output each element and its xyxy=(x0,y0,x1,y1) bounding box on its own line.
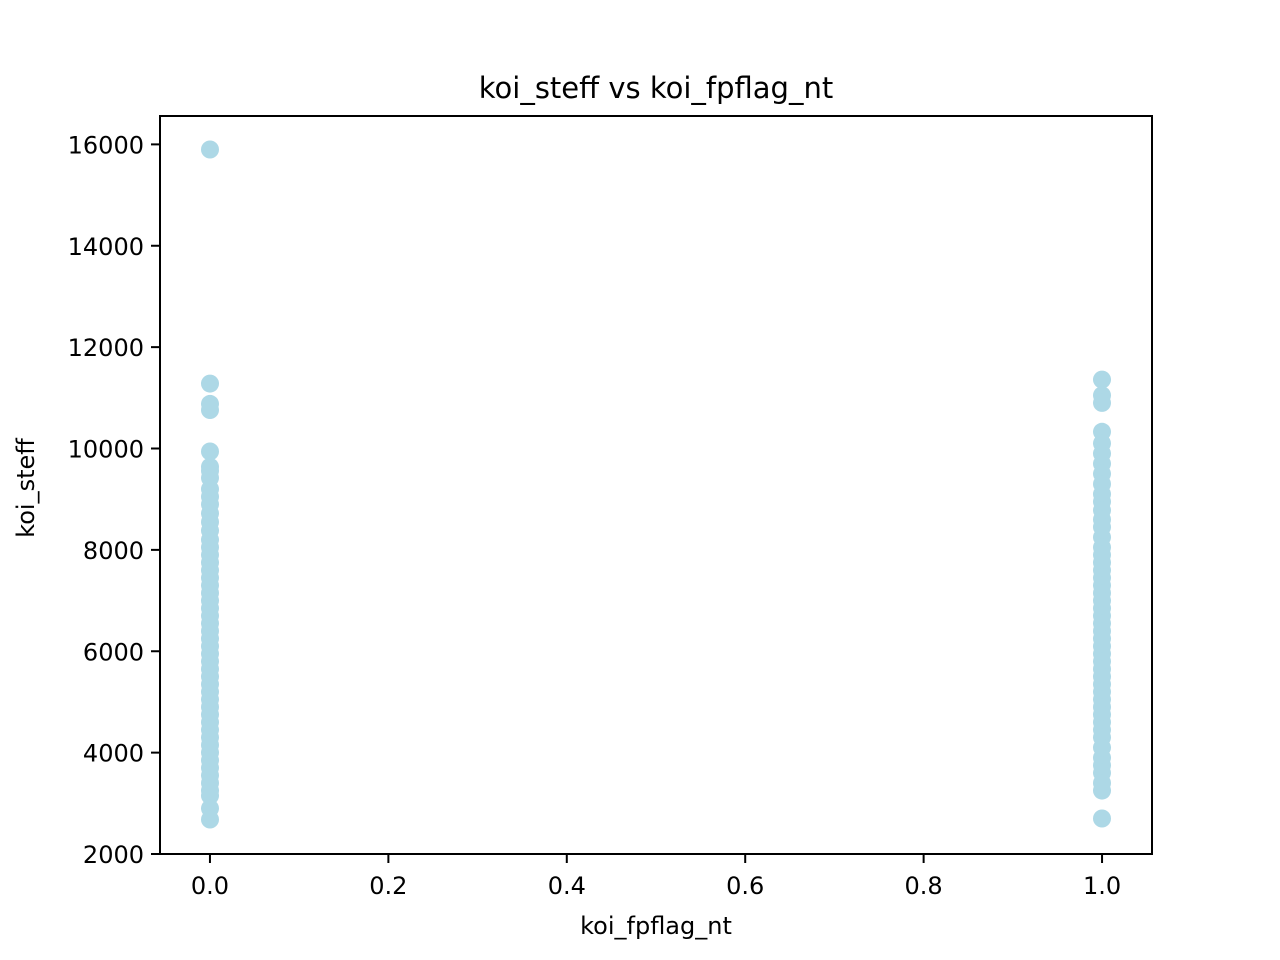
y-tick-label: 4000 xyxy=(83,740,144,768)
data-point xyxy=(201,810,219,829)
x-axis: 0.0 0.2 0.4 0.6 0.8 1.0 xyxy=(191,854,1121,900)
data-point xyxy=(201,786,219,805)
plot-frame xyxy=(159,115,1153,855)
data-point xyxy=(1093,393,1111,412)
data-point xyxy=(1093,809,1111,828)
y-tick-label: 12000 xyxy=(68,334,144,362)
x-tick-label: 0.6 xyxy=(726,872,764,900)
data-point xyxy=(201,401,219,419)
data-point xyxy=(201,140,219,159)
x-tick-label: 0.8 xyxy=(905,872,943,900)
x-tick-label: 0.2 xyxy=(369,872,407,900)
y-tick-label: 2000 xyxy=(83,841,144,869)
x-tick-label: 0.0 xyxy=(191,872,229,900)
data-point xyxy=(1093,781,1111,800)
data-point xyxy=(201,442,219,461)
y-axis-label: koi_steff xyxy=(12,438,40,538)
y-tick-label: 6000 xyxy=(83,638,144,666)
x-axis-label: koi_fpflag_nt xyxy=(580,912,732,940)
y-tick-label: 8000 xyxy=(83,537,144,565)
data-point xyxy=(1093,370,1111,389)
y-tick-label: 14000 xyxy=(68,233,144,261)
points-layer xyxy=(201,140,1111,829)
chart-title: koi_steff vs koi_fpflag_nt xyxy=(479,71,833,105)
y-tick-label: 16000 xyxy=(68,131,144,159)
data-point xyxy=(201,374,219,393)
y-axis: 2000 4000 6000 8000 10000 12000 14000 16000 xyxy=(68,131,160,869)
x-tick-label: 1.0 xyxy=(1083,872,1121,900)
y-tick-label: 10000 xyxy=(68,436,144,464)
x-tick-label: 0.4 xyxy=(548,872,586,900)
